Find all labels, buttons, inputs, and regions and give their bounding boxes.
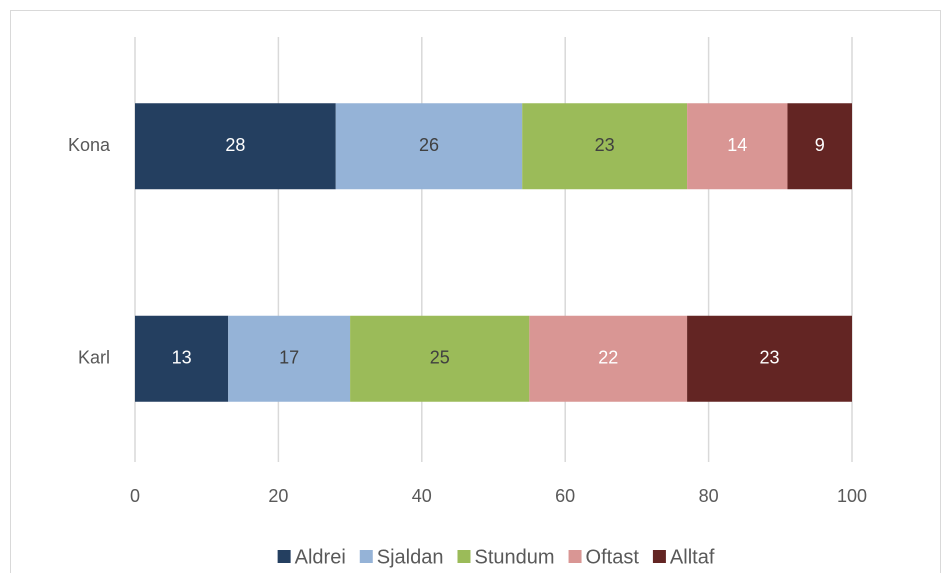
legend-swatch: [568, 550, 582, 563]
chart-frame: [10, 10, 941, 573]
legend-label: Alltaf: [670, 546, 715, 568]
x-tick-label: 100: [837, 486, 867, 506]
x-tick-label: 80: [699, 486, 719, 506]
legend-label: Sjaldan: [377, 546, 444, 568]
bar-segment: [687, 103, 788, 190]
data-label: 13: [172, 348, 192, 368]
data-label: 14: [727, 135, 747, 155]
legend-label: Aldrei: [295, 546, 346, 568]
bar-segment: [228, 315, 351, 402]
data-label: 23: [760, 348, 780, 368]
bar-segment: [135, 315, 229, 402]
bar-segment: [522, 103, 688, 190]
data-label: 23: [595, 135, 615, 155]
data-label: 28: [225, 135, 245, 155]
x-tick-label: 20: [268, 486, 288, 506]
x-tick-label: 0: [130, 486, 140, 506]
data-label: 9: [815, 135, 825, 155]
data-label: 22: [598, 348, 618, 368]
x-tick-label: 60: [555, 486, 575, 506]
bar-segment: [350, 315, 530, 402]
y-tick-label: Kona: [68, 135, 111, 155]
legend-swatch: [652, 550, 666, 563]
data-label: 17: [279, 348, 299, 368]
legend-swatch: [277, 550, 291, 563]
legend-label: Oftast: [586, 546, 640, 568]
x-tick-label: 40: [412, 486, 432, 506]
legend-label: Stundum: [474, 546, 554, 568]
data-label: 26: [419, 135, 439, 155]
bar-segment: [529, 315, 688, 402]
y-tick-label: Karl: [78, 348, 110, 368]
bar-segment: [687, 315, 852, 402]
legend-swatch: [457, 550, 471, 563]
data-label: 25: [430, 348, 450, 368]
legend-swatch: [359, 550, 373, 563]
bar-segment: [335, 103, 523, 190]
bar-segment: [135, 103, 336, 190]
bar-segment: [787, 103, 852, 190]
